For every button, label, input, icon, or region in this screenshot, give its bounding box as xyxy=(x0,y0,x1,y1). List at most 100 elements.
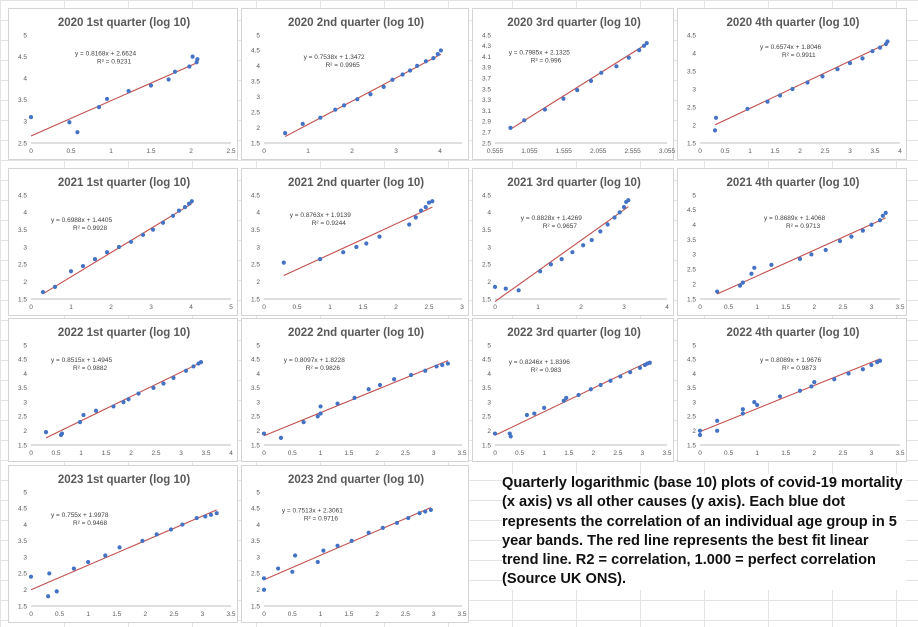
y-tick-label: 3.5 xyxy=(687,68,696,75)
chart-title: 2023 1st quarter (log 10) xyxy=(58,474,190,486)
data-point xyxy=(290,569,295,574)
y-tick-label: 2.5 xyxy=(18,140,27,147)
data-point xyxy=(846,371,851,376)
x-tick-label: 4 xyxy=(438,148,442,155)
x-tick-label: 2 xyxy=(109,304,113,311)
y-tick-label: 3 xyxy=(23,399,27,406)
chart-panel: 2020 1st quarter (log 10) 2.5 3 3.5 4 4.5 5 0 0.… xyxy=(8,8,238,160)
data-point xyxy=(140,538,145,543)
data-point xyxy=(503,286,508,291)
data-point xyxy=(588,78,594,83)
data-point xyxy=(186,201,192,206)
y-tick-label: 4 xyxy=(692,222,696,229)
y-tick-label: 2.5 xyxy=(687,267,696,274)
data-point xyxy=(445,361,450,366)
x-tick-label: 0 xyxy=(493,450,497,457)
x-tick-label: 2 xyxy=(812,304,816,311)
chart-panel: 2020 2nd quarter (log 10) 1.5 2 2.5 3 3.5 4 4.5… xyxy=(241,8,469,160)
y-tick-label: 2.5 xyxy=(18,571,27,578)
x-tick-label: 2.055 xyxy=(590,148,607,155)
chart-panel: 2022 3rd quarter (log 10) 1.5 2 2.5 3 3.5 4 4.5… xyxy=(472,318,674,462)
data-point xyxy=(809,252,814,257)
x-tick-label: 1 xyxy=(86,611,90,618)
data-point xyxy=(740,411,745,416)
y-tick-label: 2.5 xyxy=(251,109,260,116)
y-tick-label: 3.5 xyxy=(18,97,27,104)
data-point xyxy=(608,378,613,383)
data-point xyxy=(880,213,885,218)
data-point xyxy=(428,507,433,513)
data-point xyxy=(532,411,537,416)
x-tick-label: 3 xyxy=(432,450,436,457)
data-point xyxy=(161,381,166,386)
x-tick-label: 1 xyxy=(319,611,323,618)
trendline xyxy=(716,217,886,295)
y-tick-label: 3 xyxy=(692,86,696,93)
r-squared-label: R² = 0.9231 xyxy=(97,59,132,66)
trendline xyxy=(42,203,193,295)
x-tick-label: 3 xyxy=(870,450,874,457)
trendline xyxy=(714,42,888,126)
y-tick-label: 1.5 xyxy=(18,296,27,303)
data-point xyxy=(575,87,580,93)
x-tick-label: 2.5 xyxy=(226,148,235,155)
data-point xyxy=(407,222,412,227)
data-point xyxy=(797,256,803,261)
y-tick-label: 4.1 xyxy=(482,54,491,61)
x-tick-label: 1 xyxy=(328,304,332,311)
data-point xyxy=(599,70,604,75)
chart-panel: 2021 1st quarter (log 10) 1.5 2 2.5 3 3.5 4 4.5… xyxy=(8,168,238,316)
y-tick-label: 1.5 xyxy=(482,296,491,303)
x-tick-label: 4 xyxy=(189,304,193,311)
data-point xyxy=(835,67,840,72)
x-tick-label: 3 xyxy=(641,450,645,457)
x-tick-label: 1 xyxy=(319,450,323,457)
trendline xyxy=(283,206,433,277)
x-tick-label: 0 xyxy=(262,148,266,155)
x-tick-label: 0 xyxy=(29,611,33,618)
x-tick-label: 4 xyxy=(898,148,902,155)
y-tick-label: 2 xyxy=(256,125,260,132)
data-point xyxy=(883,210,888,215)
data-point xyxy=(598,382,603,388)
chart-title: 2020 2nd quarter (log 10) xyxy=(288,17,424,29)
y-tick-label: 3 xyxy=(256,399,260,406)
data-point xyxy=(171,375,176,380)
r-squared-label: R² = 0.9468 xyxy=(73,520,108,527)
data-point xyxy=(341,250,346,255)
x-tick-label: 0 xyxy=(698,450,702,457)
y-tick-label: 2.5 xyxy=(482,262,491,269)
data-point xyxy=(644,41,649,46)
scatter-chart: 2023 2nd quarter (log 10) 1.5 2 2.5 3 3.5 4 4.5… xyxy=(251,474,467,618)
chart-title: 2021 3rd quarter (log 10) xyxy=(507,177,641,189)
data-point xyxy=(740,280,745,285)
data-point xyxy=(605,222,610,227)
x-tick-label: 1.5 xyxy=(101,450,110,457)
data-point xyxy=(208,512,214,517)
trendline xyxy=(494,360,651,436)
data-point xyxy=(366,530,371,535)
x-tick-label: 0.5 xyxy=(288,450,297,457)
data-point xyxy=(154,532,159,537)
data-point xyxy=(637,365,643,370)
data-point xyxy=(151,385,156,390)
data-point xyxy=(168,527,174,532)
chart-panel: 2020 3rd quarter (log 10) 2.5 2.7 2.9 3.1 3.3… xyxy=(472,8,676,160)
data-point xyxy=(349,538,354,543)
data-point xyxy=(598,229,603,234)
data-point xyxy=(318,411,323,416)
y-tick-label: 3.5 xyxy=(251,538,260,545)
y-tick-label: 4 xyxy=(692,371,696,378)
y-tick-label: 4 xyxy=(256,63,260,70)
trendline-equation: y = 0.8689x + 1.4068 xyxy=(764,215,825,222)
data-point xyxy=(508,434,513,439)
y-tick-label: 3.5 xyxy=(251,385,260,392)
data-point xyxy=(426,200,432,205)
y-tick-label: 3.9 xyxy=(482,65,491,72)
r-squared-label: R² = 0.9716 xyxy=(304,516,339,523)
data-point xyxy=(570,250,575,255)
data-point xyxy=(190,54,195,59)
y-tick-label: 4.5 xyxy=(687,357,696,364)
y-tick-label: 2 xyxy=(692,428,696,435)
x-tick-label: 0.5 xyxy=(66,148,75,155)
